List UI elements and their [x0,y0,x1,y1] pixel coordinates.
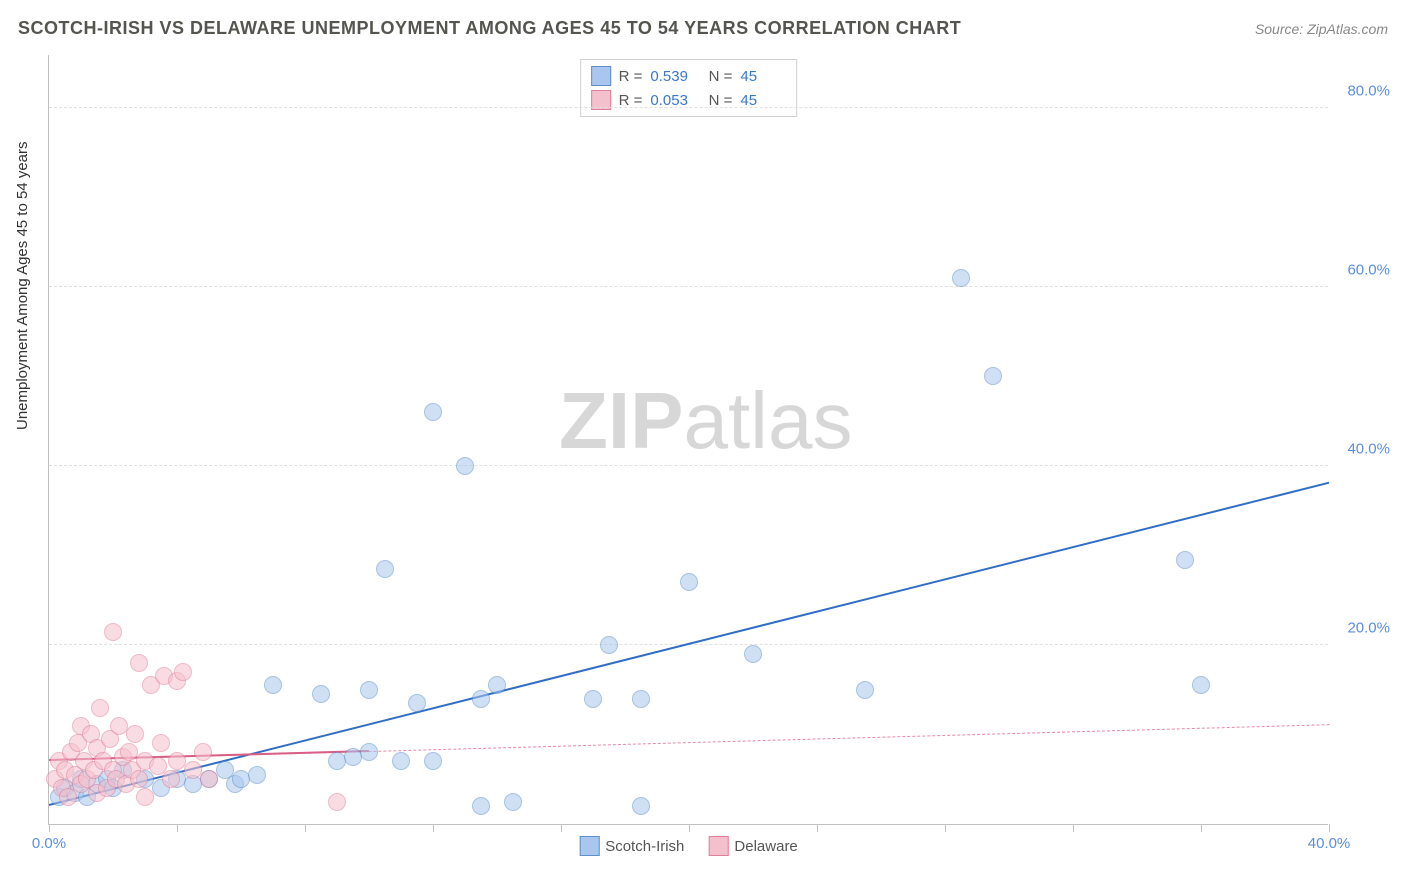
data-point [456,457,474,475]
gridline [49,107,1328,108]
x-tick [177,824,178,832]
data-point [360,681,378,699]
data-point [136,788,154,806]
x-tick [433,824,434,832]
legend-label: Delaware [734,838,797,855]
data-point [376,560,394,578]
x-tick [305,824,306,832]
legend-swatch [708,836,728,856]
y-tick-label: 20.0% [1347,619,1390,636]
r-value: 0.539 [650,68,696,85]
data-point [952,269,970,287]
legend-stats-row: R =0.053 N =45 [591,88,787,112]
data-point [584,690,602,708]
data-point [104,623,122,641]
data-point [248,766,266,784]
data-point [126,725,144,743]
data-point [194,743,212,761]
x-tick-label: 40.0% [1308,835,1351,852]
x-tick [689,824,690,832]
x-tick [945,824,946,832]
gridline [49,286,1328,287]
legend-item: Delaware [708,836,797,856]
data-point [984,367,1002,385]
data-point [264,676,282,694]
legend-label: Scotch-Irish [605,838,684,855]
data-point [91,699,109,717]
data-point [1192,676,1210,694]
scatter-plot-area: ZIPatlas R =0.539 N =45R =0.053 N =45 Sc… [48,55,1328,825]
r-label: R = [619,68,643,85]
data-point [488,676,506,694]
y-tick-label: 80.0% [1347,82,1390,99]
x-tick [49,824,50,832]
x-tick [817,824,818,832]
legend-stats-row: R = 0.539 N = 45 [591,64,787,88]
data-point [504,793,522,811]
legend-bottom: Scotch-Irish Delaware [579,836,798,856]
x-tick-label: 0.0% [32,835,66,852]
x-tick [1073,824,1074,832]
data-point [424,752,442,770]
source-attribution: Source: ZipAtlas.com [1255,21,1388,37]
data-point [680,573,698,591]
n-value: 45 [740,68,786,85]
gridline [49,465,1328,466]
watermark: ZIPatlas [559,375,852,467]
data-point [162,770,180,788]
data-point [174,663,192,681]
y-tick-label: 40.0% [1347,440,1390,457]
legend-swatch [579,836,599,856]
chart-title: SCOTCH-IRISH VS DELAWARE UNEMPLOYMENT AM… [18,18,961,39]
title-bar: SCOTCH-IRISH VS DELAWARE UNEMPLOYMENT AM… [18,18,1388,39]
data-point [360,743,378,761]
data-point [312,685,330,703]
data-point [328,793,346,811]
y-axis-label: Unemployment Among Ages 45 to 54 years [14,141,31,430]
data-point [632,797,650,815]
y-tick-label: 60.0% [1347,261,1390,278]
x-tick [1201,824,1202,832]
n-label: N = [704,68,732,85]
data-point [1176,551,1194,569]
legend-swatch [591,66,611,86]
data-point [130,770,148,788]
x-tick [1329,824,1330,832]
data-point [200,770,218,788]
legend-stats-box: R = 0.539 N = 45 R =0.053 N =45 [580,59,798,117]
legend-item: Scotch-Irish [579,836,684,856]
x-tick [561,824,562,832]
data-point [472,797,490,815]
data-point [744,645,762,663]
data-point [424,403,442,421]
data-point [152,734,170,752]
data-point [130,654,148,672]
data-point [632,690,650,708]
data-point [856,681,874,699]
data-point [600,636,618,654]
data-point [472,690,490,708]
data-point [408,694,426,712]
data-point [392,752,410,770]
